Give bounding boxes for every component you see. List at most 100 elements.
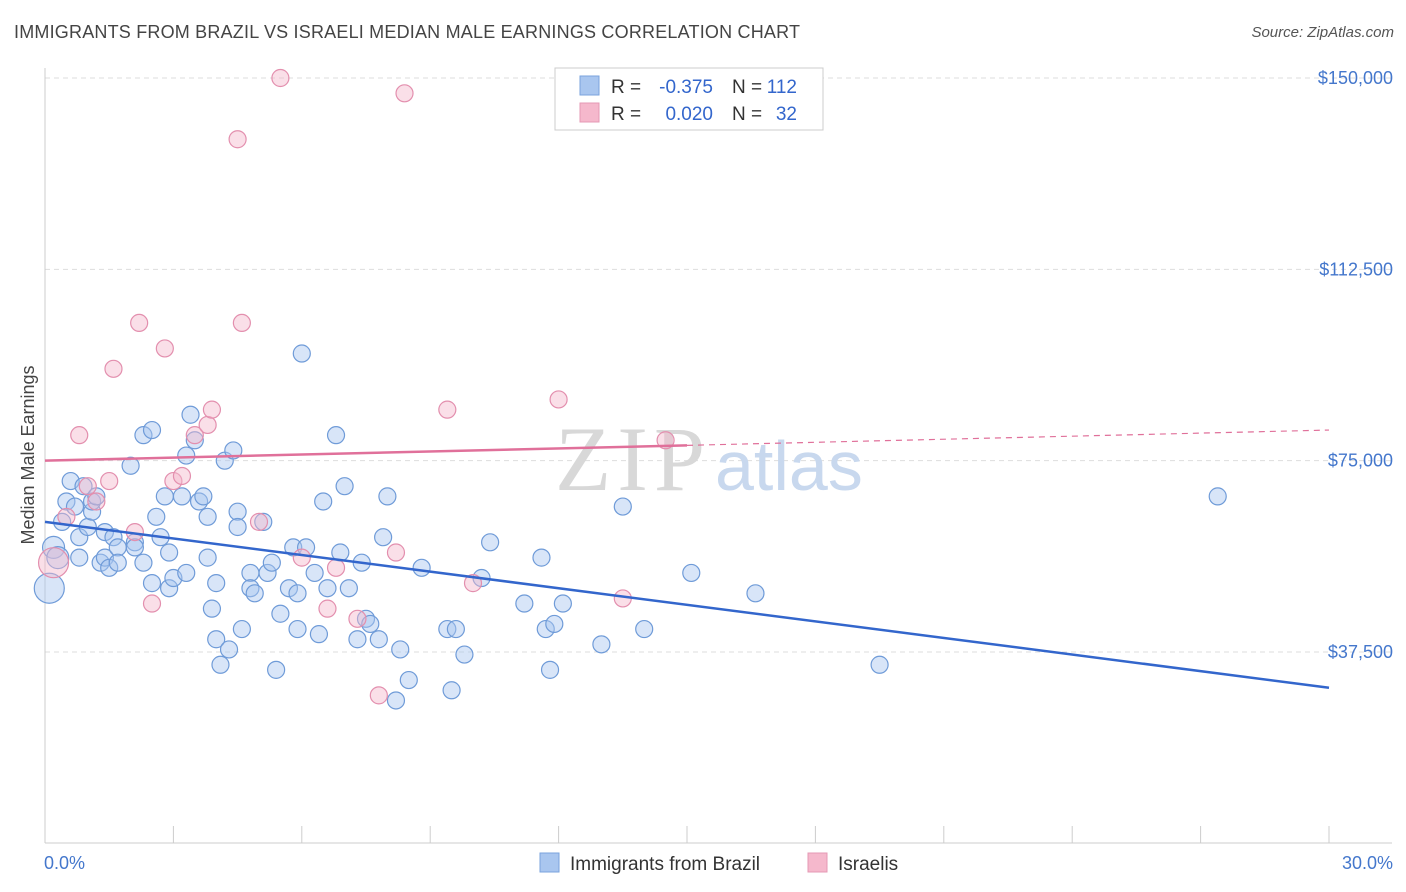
brazil-point [245, 584, 264, 603]
brazil-point [172, 487, 192, 506]
brazil-point [292, 344, 311, 363]
brazil-point [254, 512, 273, 531]
stats-n-value-israeli: 32 [776, 104, 797, 125]
brazil-point [635, 619, 654, 639]
brazil-point [305, 563, 324, 583]
brazil-point [211, 655, 230, 674]
trend-line-israeli [44, 444, 688, 462]
brazil-point [455, 645, 474, 664]
stats-n-value-brazil: 112 [767, 77, 797, 98]
brazil-point [134, 553, 153, 572]
brazil-point [228, 517, 247, 537]
stats-swatch-brazil [579, 75, 600, 96]
brazil-point [1208, 487, 1227, 506]
axes [44, 68, 1392, 844]
israeli-point [87, 492, 106, 511]
y-tick-label: $37,500 [1328, 642, 1393, 662]
stats-legend: R = -0.375 N = 112 R = 0.020 N = 32 [554, 67, 824, 131]
brazil-point [207, 630, 226, 649]
brazil-point [228, 502, 247, 521]
israeli-point [318, 599, 337, 618]
brazil-point [870, 655, 889, 674]
brazil-point [326, 426, 346, 445]
brazil-point [142, 420, 162, 440]
israeli-point [656, 431, 675, 450]
brazil-point [160, 543, 179, 562]
y-tick-labels: $37,500 $75,000 $112,500 $150,000 [1318, 68, 1393, 662]
trend-line-brazil [44, 520, 1330, 689]
brazil-point [335, 477, 354, 496]
stats-swatch-israeli [579, 102, 600, 123]
y-tick-label: $75,000 [1328, 451, 1393, 471]
brazil-point [442, 681, 461, 700]
brazil-point [194, 487, 213, 506]
stats-r-value-israeli: 0.020 [665, 104, 713, 125]
brazil-point [202, 599, 222, 618]
brazil-point [125, 538, 144, 557]
brazil-point [339, 579, 358, 598]
brazil-point [540, 660, 560, 679]
brazil-point [412, 558, 431, 577]
israeli-point [100, 471, 119, 491]
brazil-point [241, 563, 260, 583]
israeli-point [104, 359, 123, 378]
israeli-point [172, 466, 192, 486]
legend-swatch-israeli [807, 852, 828, 873]
israeli-point [155, 339, 174, 358]
israeli-point [37, 547, 70, 579]
trend-lines [44, 429, 1330, 689]
brazil-point [682, 563, 701, 583]
stats-n-label-brazil: N = [732, 77, 762, 98]
trend-line-israeli-extrapolated [686, 429, 1330, 446]
israeli-point [438, 400, 457, 419]
brazil-point [224, 441, 243, 460]
brazil-point [207, 574, 226, 593]
watermark: ZIP atlas [555, 408, 863, 510]
israeli-point [228, 130, 247, 149]
stats-legend-box [554, 67, 824, 131]
brazil-point [177, 446, 196, 465]
brazil-point [258, 563, 277, 583]
brazil-point [100, 558, 119, 577]
brazil-point [348, 630, 367, 649]
brazil-point [553, 594, 572, 613]
legend-label-brazil: Immigrants from Brazil [570, 854, 760, 875]
brazil-point [74, 477, 93, 496]
brazil-point [198, 507, 217, 526]
israeli-point [78, 477, 97, 496]
legend-swatch-brazil [539, 852, 560, 873]
brazil-point [592, 635, 611, 654]
stats-r-label-brazil: R = [611, 77, 641, 98]
brazil-point [288, 619, 307, 639]
brazil-point [33, 572, 65, 604]
israeli-point [348, 609, 367, 628]
source-credit: Source: ZipAtlas.com [1251, 24, 1394, 41]
y-tick-label: $150,000 [1318, 68, 1393, 88]
brazil-point [545, 614, 564, 634]
israeli-point [549, 390, 568, 409]
israeli-point [232, 313, 251, 333]
brazil-point [613, 497, 632, 516]
brazil-point [267, 660, 286, 679]
brazil-point [185, 431, 204, 450]
brazil-point [198, 548, 217, 567]
brazil-point [374, 528, 393, 547]
brazil-point [108, 553, 127, 572]
israeli-point [70, 426, 89, 445]
israeli-point [202, 400, 222, 419]
brazil-point [318, 579, 337, 598]
brazil-point [515, 594, 534, 613]
israeli-point [326, 558, 346, 577]
brazil-point [391, 640, 410, 659]
brazil-point [104, 528, 123, 547]
brazil-point [481, 533, 500, 552]
israeli-point [386, 543, 406, 562]
legend-label-israeli: Israelis [838, 854, 898, 875]
y-tick-label: $112,500 [1319, 259, 1393, 279]
brazil-point [369, 630, 388, 649]
brazil-point [309, 625, 329, 644]
israeli-point [271, 68, 290, 88]
series-brazil-points [33, 344, 1227, 710]
bottom-legend: Immigrants from Brazil Israelis [539, 852, 898, 875]
